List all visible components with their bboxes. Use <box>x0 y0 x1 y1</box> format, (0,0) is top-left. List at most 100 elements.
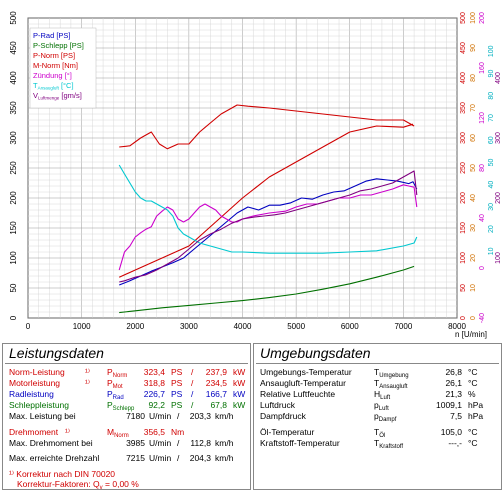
y-tick-label: 200 <box>9 191 18 205</box>
y2-tick-label: 300 <box>495 132 502 144</box>
umgebung-value: 26,8 <box>445 367 462 377</box>
motor-slash: / <box>191 378 194 388</box>
motor-kw: 234,5 <box>205 378 227 388</box>
umgebung-label: Öl-Temperatur <box>260 427 315 437</box>
y2-tick-label: 0 <box>479 266 486 270</box>
title-divider <box>256 363 499 364</box>
umgebung-unit: °C <box>468 438 478 448</box>
y2-tick-label: 40 <box>488 181 495 189</box>
umgebung-label: Kraftstoff-Temperatur <box>260 438 340 448</box>
y2-tick-label: 10 <box>488 247 495 255</box>
norm-label: Norm-Leistung <box>9 367 65 377</box>
y2-tick-label: 50 <box>460 284 467 292</box>
umgebung-row: Luftdruck pLuft 1009,1 hPa <box>254 399 501 412</box>
umgebung-value: 26,1 <box>445 378 462 388</box>
y2-tick-label: 20 <box>488 225 495 233</box>
korrektur-row: ¹⁾ Korrektur nach DIN 70020 <box>3 468 250 480</box>
korrektur-faktor-row: Korrektur-Faktoren: Qv = 0,00 % <box>3 478 250 491</box>
umgebung-row: Ansaugluft-Temperatur TAnsaugluft 26,1 °C <box>254 377 501 390</box>
motor-ps: 318,8 <box>143 378 165 388</box>
legend-entry: Zündung [°] <box>33 71 72 80</box>
schlepp-kw: 67,8 <box>210 400 227 410</box>
max-leistung-row: Max. Leistung bei 7180 U/min / 203,3 km/… <box>3 410 250 422</box>
y2-tick-label: 100 <box>488 45 495 57</box>
series-line <box>119 104 415 150</box>
umgebung-unit: °C <box>468 367 478 377</box>
max-kmh-unit: km/h <box>215 411 234 421</box>
legend-entry: P-Norm [PS] <box>33 51 75 60</box>
x-tick-label: 4000 <box>234 322 252 331</box>
x-tick-label: 1000 <box>73 322 91 331</box>
x-axis-label: n [U/min] <box>455 330 487 339</box>
motor-mark: ¹⁾ <box>85 378 90 388</box>
max-slash: / <box>177 411 180 421</box>
y2-tick-label: 90 <box>488 70 495 78</box>
maxdz-kmh: 204,3 <box>189 453 211 463</box>
maxdm-slash: / <box>177 438 180 448</box>
motor-symbol: PMot <box>107 378 123 390</box>
norm-slash: / <box>191 367 194 377</box>
norm-mark: ¹⁾ <box>85 367 90 377</box>
motor-kw-unit: kW <box>233 378 246 388</box>
y-tick-label: 350 <box>9 101 18 115</box>
dm-symbol: MNorm <box>107 427 129 439</box>
legend-entry: P-Schlepp [PS] <box>33 41 84 50</box>
y2-tick-label: 120 <box>479 112 486 124</box>
y2-tick-label: 200 <box>479 12 486 24</box>
y2-tick-label: 80 <box>479 164 486 172</box>
umgebung-unit: % <box>468 389 476 399</box>
rad-label: Radleistung <box>9 389 54 399</box>
dm-unit: Nm <box>171 427 185 437</box>
maxdm-label: Max. Drehmoment bei <box>9 438 93 448</box>
y2-tick-label: 0 <box>460 316 467 320</box>
schlepp-slash: / <box>191 400 194 410</box>
series-line <box>118 123 414 278</box>
norm-ps-unit: PS <box>171 367 183 377</box>
y2-tick-label: 30 <box>470 224 477 232</box>
y2-tick-label: 100 <box>470 12 477 24</box>
maxdz-rpm-unit: U/min <box>149 453 172 463</box>
umgebung-value: 105,0 <box>440 427 462 437</box>
title-divider <box>5 363 248 364</box>
umgebung-symbol: TUmgebung <box>374 367 409 379</box>
rad-slash: / <box>191 389 194 399</box>
motorleistung-row: Motorleistung ¹⁾ PMot 318,8 PS / 234,5 k… <box>3 377 250 390</box>
norm-kw: 237,9 <box>205 367 227 377</box>
y-tick-label: 400 <box>9 71 18 85</box>
series-line <box>118 184 418 271</box>
umgebung-symbol: HLuft <box>374 389 391 401</box>
y2-tick-label: 300 <box>460 132 467 144</box>
motor-label: Motorleistung <box>9 378 61 388</box>
y2-tick-label: 10 <box>470 284 477 292</box>
umgebung-label: Relative Luftfeuchte <box>260 389 336 399</box>
y2-tick-label: 80 <box>488 92 495 100</box>
chart-series <box>118 104 418 314</box>
norm-kw-unit: kW <box>233 367 246 377</box>
x-tick-label: 5000 <box>287 322 305 331</box>
rad-ps: 226,7 <box>143 389 165 399</box>
maxdm-rpm-unit: U/min <box>149 438 172 448</box>
umgebung-label: Ansaugluft-Temperatur <box>260 378 346 388</box>
umgebung-value: ---,- <box>448 438 462 448</box>
y2-tick-label: 250 <box>460 162 467 174</box>
series-line <box>119 170 418 283</box>
umgebung-symbol: TKraftstoff <box>374 438 404 450</box>
umgebung-value: 21,3 <box>445 389 462 399</box>
x-tick-label: 3000 <box>180 322 198 331</box>
umgebungsdaten-panel: Umgebungsdaten Umgebungs-Temperatur TUmge… <box>253 343 502 490</box>
y-tick-label: 50 <box>9 283 18 292</box>
x-tick-label: 8000 <box>448 322 466 331</box>
y2-tick-label: 500 <box>460 12 467 24</box>
maxdm-rpm: 3985 <box>126 438 145 448</box>
rad-ps-unit: PS <box>171 389 183 399</box>
norm-ps: 323,4 <box>143 367 165 377</box>
schlepp-symbol: PSchlepp <box>107 400 135 412</box>
y2-tick-label: 40 <box>479 214 486 222</box>
y2-tick-label: 400 <box>495 72 502 84</box>
umgebung-unit: hPa <box>468 400 484 410</box>
maxdm-kmh-unit: km/h <box>215 438 234 448</box>
y2-tick-label: 160 <box>479 62 486 74</box>
dm-value: 356,5 <box>143 427 165 437</box>
x-tick-label: 2000 <box>126 322 144 331</box>
